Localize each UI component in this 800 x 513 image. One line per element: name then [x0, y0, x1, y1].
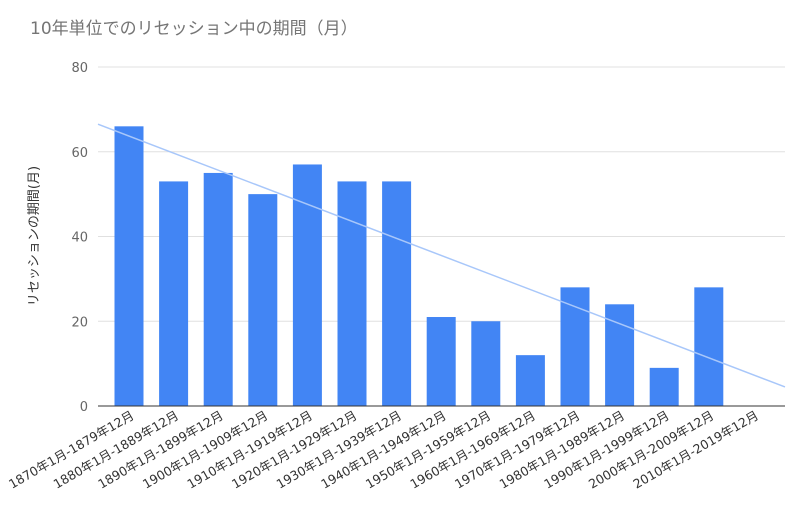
bars: [114, 126, 724, 406]
trendline: [97, 123, 786, 388]
bar[interactable]: [114, 126, 144, 406]
y-tick-label: 0: [80, 400, 88, 415]
y-tick-label: 80: [71, 61, 88, 76]
y-tick-label: 60: [71, 146, 88, 161]
bar[interactable]: [337, 181, 367, 406]
bar[interactable]: [426, 317, 456, 406]
chart-title: 10年単位でのリセッション中の期間（月）: [30, 19, 358, 39]
y-axis-title: リセッションの期間(月): [27, 166, 42, 306]
bar[interactable]: [159, 181, 189, 406]
bar[interactable]: [471, 321, 501, 406]
labels: 0204060801870年1月-1879年12月1880年1月-1889年12…: [6, 61, 761, 492]
bar[interactable]: [649, 367, 679, 406]
gridlines: [98, 66, 785, 322]
bar[interactable]: [515, 355, 545, 406]
bar[interactable]: [560, 287, 590, 406]
bar[interactable]: [248, 194, 278, 406]
y-tick-label: 20: [71, 315, 88, 330]
trendline-layer: [97, 123, 786, 388]
bar[interactable]: [203, 172, 233, 406]
bar[interactable]: [694, 287, 724, 406]
bar[interactable]: [382, 181, 412, 406]
y-tick-label: 40: [71, 231, 88, 246]
bar[interactable]: [605, 304, 635, 406]
